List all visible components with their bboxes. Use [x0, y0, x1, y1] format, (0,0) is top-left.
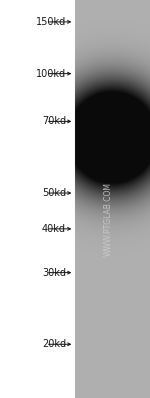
Text: 50kd: 50kd: [42, 188, 66, 198]
Text: 150kd: 150kd: [36, 17, 66, 27]
Text: 20kd: 20kd: [42, 339, 66, 349]
Text: 30kd: 30kd: [42, 267, 66, 278]
Text: 70kd: 70kd: [42, 116, 66, 127]
Bar: [75, 0, 150, 398]
Text: WWW.PTGLAB.COM: WWW.PTGLAB.COM: [103, 182, 112, 256]
Text: 40kd: 40kd: [42, 224, 66, 234]
Text: 100kd: 100kd: [36, 68, 66, 79]
